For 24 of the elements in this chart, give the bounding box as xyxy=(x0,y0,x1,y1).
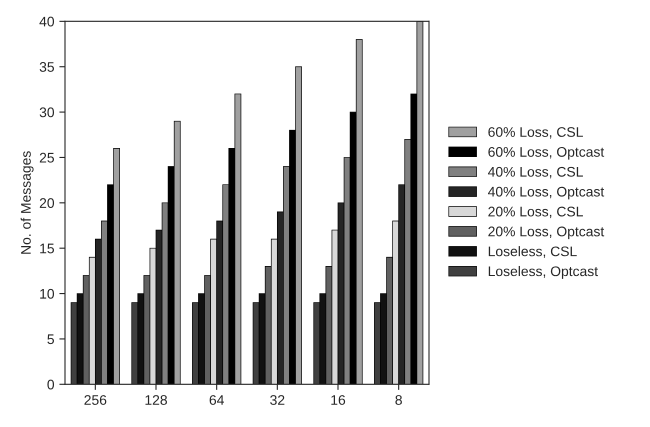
y-tick-label: 30 xyxy=(40,107,54,118)
x-tick-label: 128 xyxy=(145,395,167,405)
y-axis-title: No. of Messages xyxy=(20,151,34,254)
y-tick-label: 0 xyxy=(47,380,54,390)
y-tick-label: 5 xyxy=(47,334,54,344)
y-tick-label: 15 xyxy=(40,244,54,254)
x-tick-label: 32 xyxy=(270,395,284,405)
x-tick-label: 256 xyxy=(84,395,106,405)
legend-label: 20% Loss, Optcast xyxy=(488,226,604,240)
legend-label: 40% Loss, CSL xyxy=(488,166,583,178)
legend-label: 40% Loss, Optcast xyxy=(488,186,604,200)
legend-label: 60% Loss, Optcast xyxy=(488,146,604,160)
legend-label: Loseless, CSL xyxy=(488,246,577,258)
x-tick-label: 64 xyxy=(210,395,224,405)
y-tick-label: 25 xyxy=(40,152,54,163)
y-tick-label: 35 xyxy=(40,62,54,72)
legend-label: Loseless, Optcast xyxy=(488,266,598,279)
legend-label: 20% Loss, CSL xyxy=(488,206,583,218)
x-tick-label: 16 xyxy=(331,395,346,405)
legend-label: 60% Loss, CSL xyxy=(488,127,583,139)
y-tick-label: 40 xyxy=(39,16,54,27)
x-tick-label: 8 xyxy=(395,395,402,405)
y-tick-label: 20 xyxy=(40,198,54,208)
y-tick-label: 10 xyxy=(40,288,54,299)
